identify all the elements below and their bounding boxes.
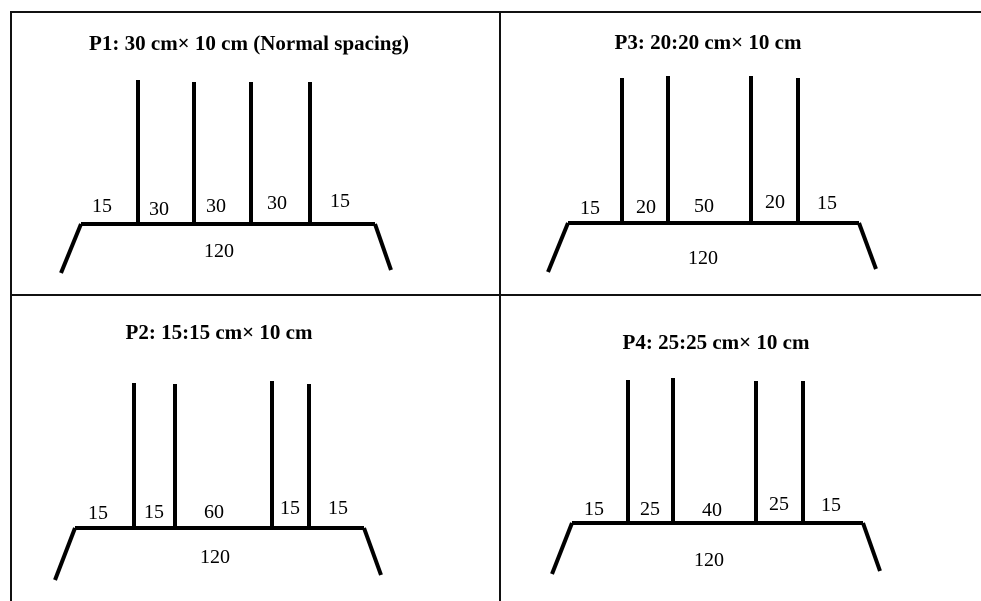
panel-p4: P4: 25:25 cm× 10 cm 15 25 40 25 15 120 [550, 330, 882, 575]
spacing-label-p4-2: 25 [640, 498, 660, 520]
bed-width-label-p2: 120 [200, 546, 230, 568]
spacing-label-p1-2: 30 [149, 198, 169, 220]
spacing-label-p2-2: 15 [144, 501, 164, 523]
bed-slope-right-p1 [373, 223, 393, 271]
bed-profile-p3 [546, 76, 878, 273]
panel-p2: P2: 15:15 cm× 10 cm 15 15 60 15 15 120 [53, 320, 383, 581]
bed-slope-left-p1 [59, 223, 83, 274]
panel-title-p2: P2: 15:15 cm× 10 cm [126, 320, 313, 344]
bed-profile-p4 [550, 378, 882, 575]
spacing-label-p1-4: 30 [267, 192, 287, 214]
bed-width-label-p3: 120 [688, 247, 718, 269]
panel-title-p3: P3: 20:20 cm× 10 cm [615, 30, 802, 54]
spacing-label-p3-5: 15 [817, 192, 837, 214]
table-grid [10, 11, 981, 601]
spacing-label-p3-2: 20 [636, 196, 656, 218]
bed-slope-right-p2 [362, 527, 383, 576]
bed-slope-right-p3 [857, 222, 878, 270]
spacing-label-p1-5: 15 [330, 190, 350, 212]
bed-slope-right-p4 [861, 522, 882, 572]
spacing-label-p3-3: 50 [694, 195, 714, 217]
bed-profile-p2 [53, 381, 383, 581]
spacing-label-p4-3: 40 [702, 499, 722, 521]
panel-p3: P3: 20:20 cm× 10 cm 15 20 50 20 15 120 [546, 30, 878, 273]
spacing-label-p3-1: 15 [580, 197, 600, 219]
spacing-label-p4-1: 15 [584, 498, 604, 520]
bed-width-label-p4: 120 [694, 549, 724, 571]
spacing-label-p1-1: 15 [92, 195, 112, 217]
spacing-label-p3-4: 20 [765, 191, 785, 213]
bed-profile-p1 [59, 80, 393, 274]
spacing-label-p2-5: 15 [328, 497, 348, 519]
bed-width-label-p1: 120 [204, 240, 234, 262]
spacing-label-p2-3: 60 [204, 501, 224, 523]
spacing-label-p4-5: 15 [821, 494, 841, 516]
spacing-label-p4-4: 25 [769, 493, 789, 515]
spacing-label-p2-1: 15 [88, 502, 108, 524]
spacing-label-p2-4: 15 [280, 497, 300, 519]
bed-slope-left-p3 [546, 222, 570, 273]
panel-p1: P1: 30 cm× 10 cm (Normal spacing) 15 30 … [59, 31, 409, 274]
spacing-label-p1-3: 30 [206, 195, 226, 217]
panel-title-p1: P1: 30 cm× 10 cm (Normal spacing) [89, 31, 409, 55]
bed-slope-left-p4 [550, 522, 574, 575]
bed-slope-left-p2 [53, 527, 77, 581]
panel-title-p4: P4: 25:25 cm× 10 cm [623, 330, 810, 354]
